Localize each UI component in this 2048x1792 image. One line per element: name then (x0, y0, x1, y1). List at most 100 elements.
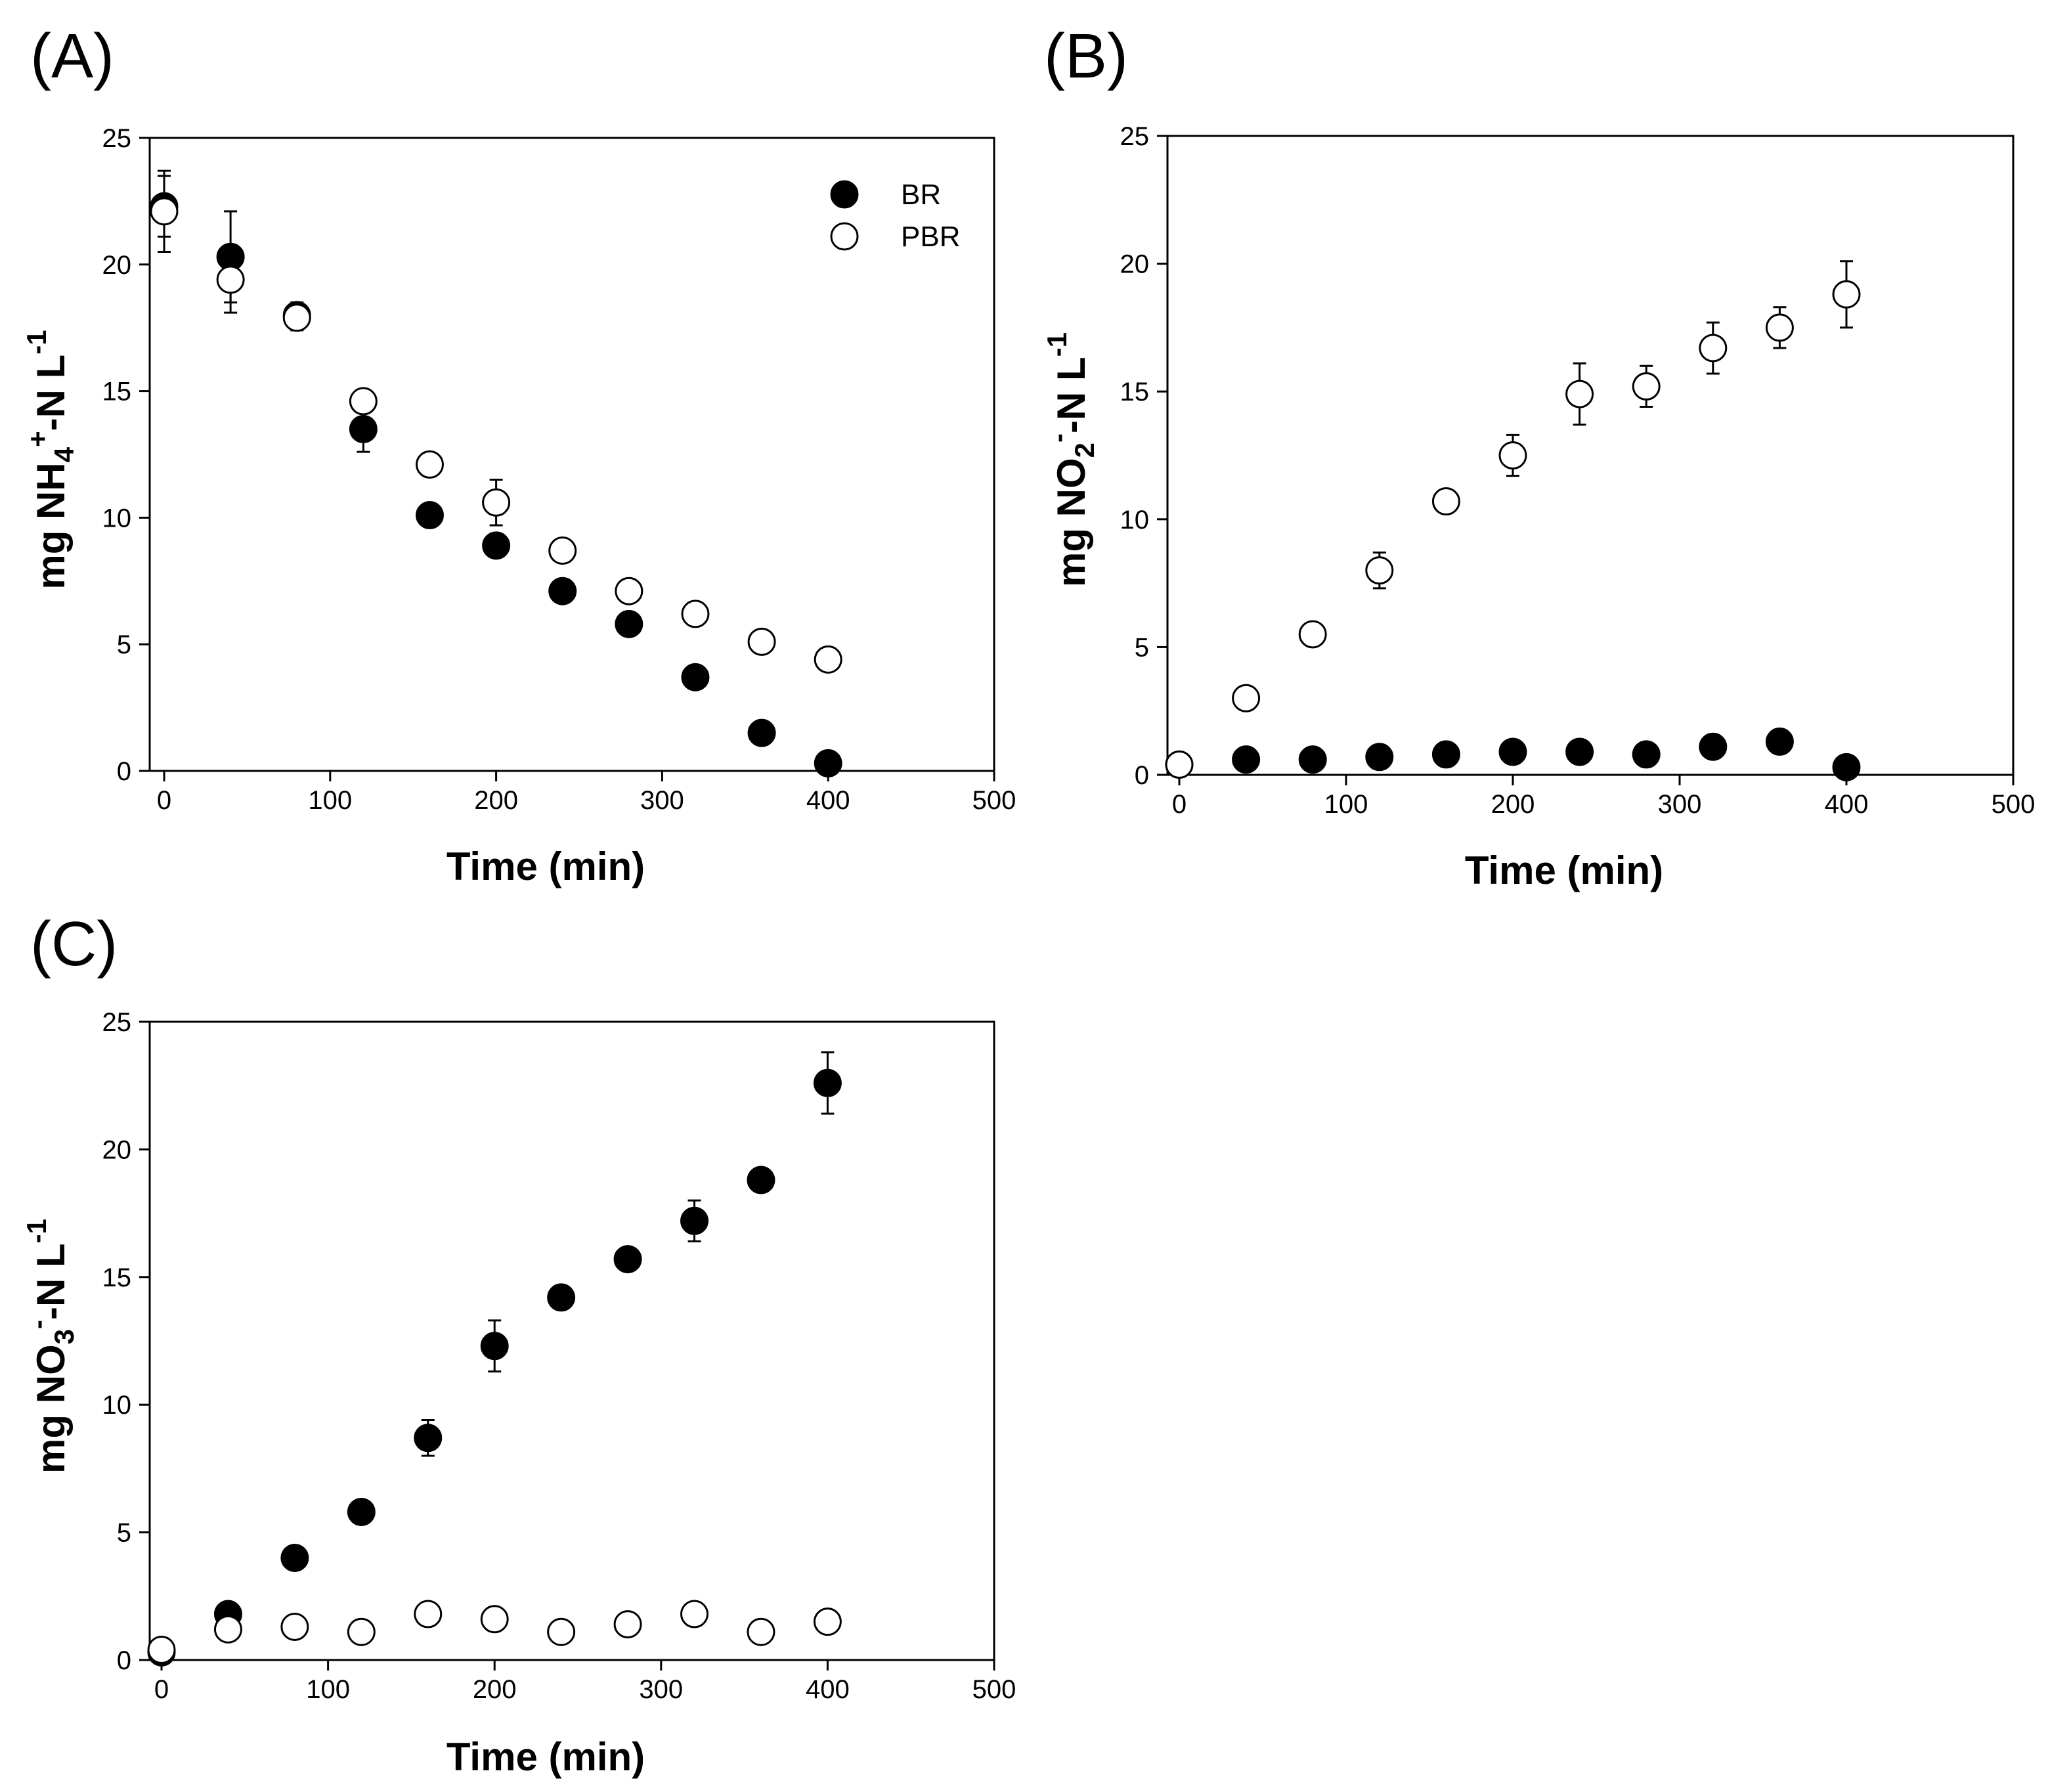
series-pbr (1165, 260, 1861, 779)
y-axis-title-subscript: 2 (1069, 443, 1100, 458)
data-point-br (1632, 740, 1661, 769)
data-point-br (747, 1166, 775, 1194)
y-tick-label: 0 (1135, 761, 1149, 790)
data-point-pbr (147, 1635, 176, 1664)
y-axis-title: mg NO3--N L-1 (21, 1219, 79, 1474)
x-tick-label: 400 (806, 1675, 850, 1704)
y-axis-title: mg NO2--N L-1 (1041, 332, 1100, 587)
x-tick-label: 100 (1324, 790, 1368, 819)
x-tick-label: 0 (1172, 790, 1187, 819)
x-axis-title: Time (min) (447, 844, 645, 888)
y-tick-label: 5 (1135, 633, 1149, 662)
chart-panel-a: (A) 0 100 200 300 400 500 0 5 10 15 20 25 Time (min) m… (21, 21, 1016, 888)
data-point-pbr (613, 1610, 642, 1639)
x-tick-label: 500 (972, 1675, 1016, 1704)
series-pbr (147, 1600, 842, 1664)
data-point-pbr (482, 488, 511, 517)
data-point-pbr (1498, 441, 1527, 470)
data-point-br (747, 718, 776, 747)
data-point-pbr (216, 265, 245, 294)
x-tick-label: 100 (306, 1675, 350, 1704)
x-tick-label: 100 (308, 786, 352, 815)
data-point-br (480, 1332, 509, 1361)
y-axis-title-exponent: -1 (21, 1219, 52, 1243)
data-point-pbr (547, 1617, 576, 1646)
x-axis-title: Time (min) (1465, 848, 1663, 892)
data-point-pbr (1699, 334, 1728, 362)
series-br (1165, 727, 1861, 781)
data-point-pbr (1298, 620, 1327, 649)
y-axis-title-subscript: 3 (49, 1329, 79, 1344)
x-tick-label: 400 (806, 786, 850, 815)
data-point-br (1832, 753, 1861, 781)
y-axis-title-unit: -N L (29, 355, 73, 431)
data-point-pbr (1765, 313, 1794, 342)
data-point-pbr (747, 1617, 775, 1646)
y-tick-label: 5 (117, 630, 131, 659)
y-tick-label: 10 (1120, 506, 1150, 535)
x-tick-label: 200 (474, 786, 518, 815)
y-tick-label: 20 (102, 251, 132, 280)
legend-marker-pbr (830, 222, 859, 251)
y-axis-title-superscript: + (22, 431, 53, 447)
data-point-br (280, 1543, 309, 1572)
data-point-pbr (480, 1605, 509, 1634)
data-point-pbr (150, 197, 179, 226)
y-axis-title: mg NH4+-N L-1 (21, 330, 79, 589)
y-axis-title-prefix: mg NO (29, 1344, 73, 1474)
y-tick-label: 20 (102, 1135, 132, 1164)
data-point-pbr (415, 450, 444, 479)
data-point-br (1232, 745, 1261, 774)
chart-panel-b: (B) 0 100 200 300 400 500 0 5 10 15 20 25 Time (min) m… (1041, 21, 2035, 892)
series-br (147, 1051, 842, 1667)
data-point-br (349, 414, 378, 443)
panel-label: (A) (30, 21, 114, 91)
y-axis-title-superscript: - (22, 1320, 53, 1329)
data-point-pbr (813, 1607, 842, 1636)
y-axis-title-exponent: -1 (21, 330, 52, 354)
data-point-br (482, 531, 511, 560)
data-point-br (415, 501, 444, 530)
data-point-br (814, 749, 842, 777)
x-tick-label: 200 (1491, 790, 1535, 819)
data-point-pbr (548, 536, 577, 565)
data-point-br (347, 1497, 376, 1526)
panel-label: (C) (30, 909, 118, 979)
legend-label-br: BR (901, 179, 941, 211)
y-tick-label: 25 (102, 1008, 132, 1037)
data-point-pbr (1832, 280, 1861, 309)
data-point-br (1431, 740, 1460, 769)
data-point-br (813, 1068, 842, 1097)
legend-marker-br (830, 180, 859, 209)
x-tick-label: 500 (972, 786, 1016, 815)
x-tick-label: 300 (639, 1675, 683, 1704)
series-br (150, 175, 842, 777)
data-point-pbr (681, 600, 710, 628)
data-point-br (613, 1245, 642, 1274)
y-tick-label: 0 (117, 1646, 131, 1675)
x-tick-label: 0 (154, 1675, 169, 1704)
y-tick-label: 0 (117, 757, 131, 786)
data-point-pbr (814, 645, 842, 674)
plot-frame (148, 137, 995, 772)
x-tick-label: 300 (1658, 790, 1702, 819)
y-tick-label: 5 (117, 1519, 131, 1548)
data-point-br (1498, 737, 1527, 766)
y-axis-title-subscript: 4 (49, 447, 79, 462)
data-point-pbr (1431, 487, 1460, 516)
y-axis-title-prefix: mg NH (29, 462, 73, 589)
data-point-br (547, 1283, 576, 1312)
data-point-br (414, 1424, 443, 1453)
y-tick-label: 15 (1120, 378, 1150, 406)
data-point-br (1298, 745, 1327, 774)
data-point-pbr (1565, 380, 1594, 408)
y-axis-title-prefix: mg NO (1049, 458, 1093, 587)
x-axis-title: Time (min) (447, 1735, 645, 1779)
series-pbr (150, 169, 842, 674)
data-point-pbr (1232, 684, 1261, 712)
x-tick-label: 300 (640, 786, 684, 815)
data-point-pbr (282, 303, 311, 332)
legend-label-pbr: PBR (901, 221, 960, 253)
y-tick-label: 15 (102, 1263, 132, 1292)
